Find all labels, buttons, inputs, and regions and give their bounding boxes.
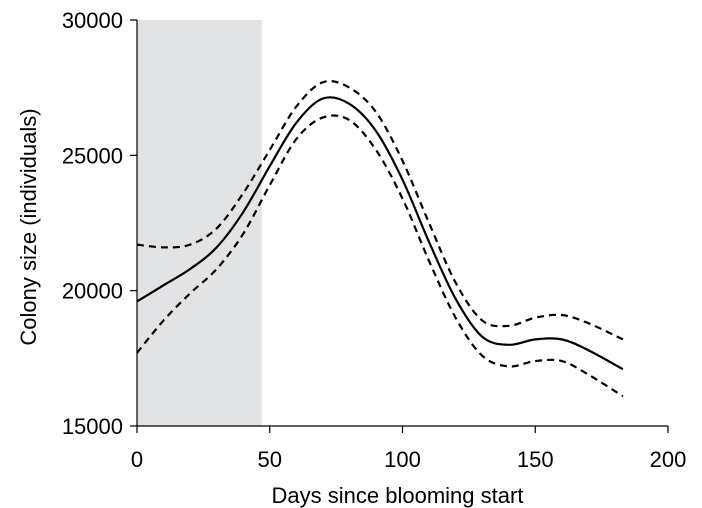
shaded-region: [137, 20, 262, 426]
y-tick-label: 25000: [62, 143, 123, 168]
series-line-upper-bound: [136, 79, 624, 341]
y-tick-label: 15000: [62, 414, 123, 439]
y-axis-title: Colony size (individuals): [16, 108, 41, 345]
x-tick-label: 50: [258, 447, 282, 472]
ticks-layer: 0 50 100 150 200 15000 20000 25000 30000: [62, 8, 687, 472]
x-axis-title: Days since blooming start: [272, 483, 524, 508]
y-tick-label: 30000: [62, 8, 123, 33]
series-line-mean: [136, 96, 624, 371]
y-tick-label: 20000: [62, 279, 123, 304]
x-tick-label: 100: [384, 447, 421, 472]
x-tick-label: 200: [650, 447, 687, 472]
series-layer: [136, 79, 624, 398]
x-tick-label: 150: [517, 447, 554, 472]
x-tick-label: 0: [131, 447, 143, 472]
